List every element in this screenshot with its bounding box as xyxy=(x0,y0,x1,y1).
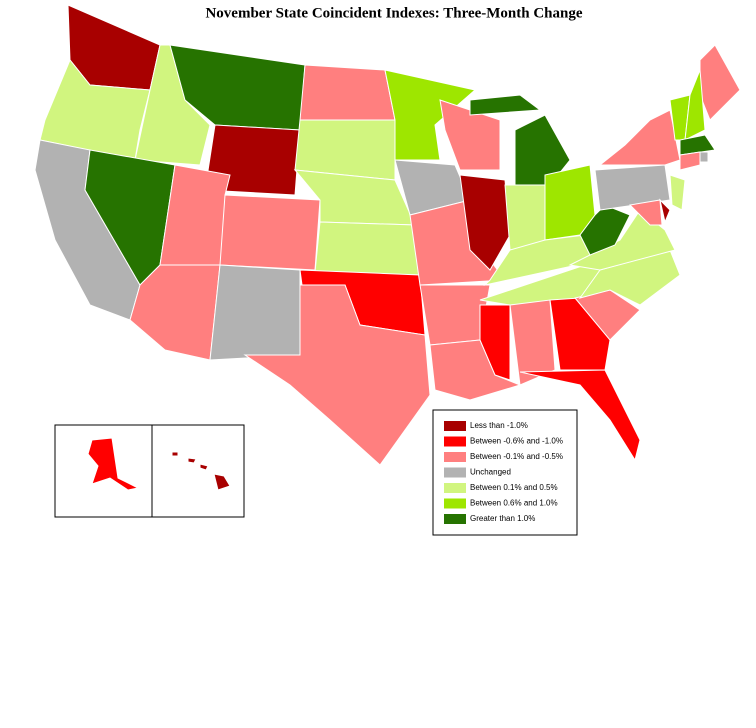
legend-swatch xyxy=(444,452,466,462)
state xyxy=(187,457,197,464)
state xyxy=(594,164,671,211)
state xyxy=(171,451,179,457)
state xyxy=(669,174,686,211)
map-title: November State Coincident Indexes: Three… xyxy=(205,5,582,21)
state xyxy=(479,304,511,381)
state xyxy=(243,284,431,466)
state xyxy=(299,64,396,121)
legend: Less than -1.0% Between -0.6% and -1.0% Be… xyxy=(444,421,563,524)
state xyxy=(469,94,542,116)
state xyxy=(87,437,140,491)
state xyxy=(579,204,631,256)
state xyxy=(519,369,641,462)
state xyxy=(598,109,681,166)
state xyxy=(684,69,706,141)
legend-label: Greater than 1.0% xyxy=(470,514,535,523)
state xyxy=(459,174,511,271)
state xyxy=(209,264,301,361)
state xyxy=(679,134,716,156)
state xyxy=(628,199,663,226)
legend-swatch xyxy=(444,436,466,447)
legend-swatch xyxy=(444,514,466,524)
legend-label: Between -0.6% and -1.0% xyxy=(470,437,563,446)
legend-label: Between -0.1% and -0.5% xyxy=(470,452,563,461)
state xyxy=(213,473,231,491)
state xyxy=(509,299,556,386)
legend-label: Less than -1.0% xyxy=(470,421,528,430)
state xyxy=(659,198,671,224)
states xyxy=(34,4,741,491)
inset-frame xyxy=(151,424,245,518)
state xyxy=(219,194,321,271)
legend-swatch xyxy=(444,467,466,478)
legend-label: Between 0.6% and 1.0% xyxy=(470,499,558,508)
legend-swatch xyxy=(444,498,466,509)
state xyxy=(199,463,209,471)
legend-swatch xyxy=(444,483,466,493)
state xyxy=(384,69,477,161)
state xyxy=(314,221,421,276)
legend-label: Unchanged xyxy=(470,468,511,477)
legend-label: Between 0.1% and 0.5% xyxy=(470,483,558,492)
state xyxy=(699,151,709,163)
state xyxy=(439,99,501,171)
state xyxy=(504,184,546,251)
legend-swatch xyxy=(444,421,466,431)
state xyxy=(679,151,701,171)
state xyxy=(568,209,676,271)
